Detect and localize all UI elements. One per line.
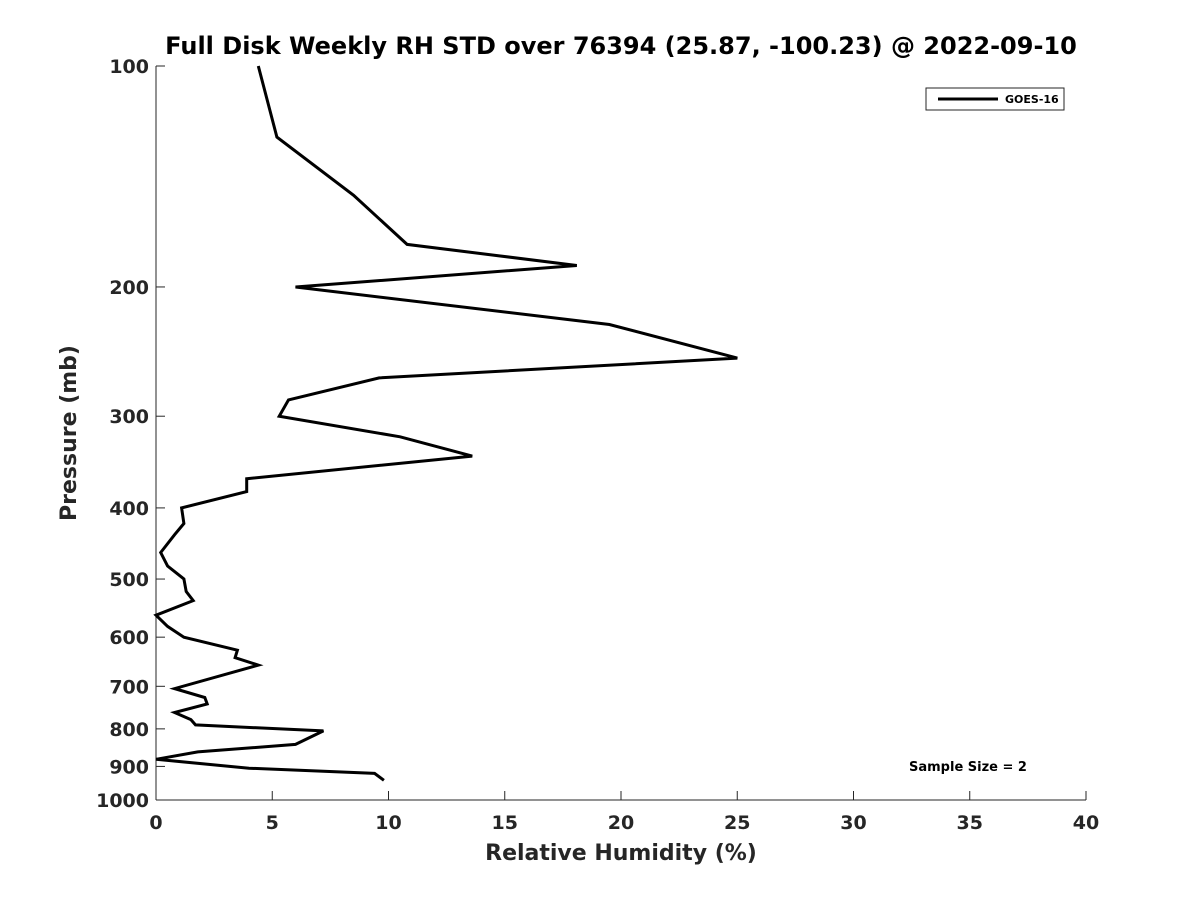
series-line-goes-16 [153, 65, 738, 782]
x-tick-label: 15 [492, 812, 518, 834]
x-tick-label: 10 [375, 812, 401, 834]
x-tick-label: 0 [149, 812, 162, 834]
y-axis-ticks: 100 200 300 400 500 600 700 800 900 1000 [96, 56, 165, 812]
y-tick-label: 1000 [96, 790, 149, 812]
x-axis-label: Relative Humidity (%) [485, 841, 757, 866]
x-axis-ticks: 0 5 10 15 20 25 30 35 40 [149, 791, 1099, 834]
x-tick-label: 30 [840, 812, 866, 834]
y-tick-label: 800 [109, 719, 149, 741]
x-tick-label: 20 [608, 812, 634, 834]
x-tick-label: 40 [1073, 812, 1099, 834]
legend-label-goes-16: GOES-16 [1005, 93, 1059, 106]
y-tick-label: 400 [109, 498, 149, 520]
sample-size-annotation: Sample Size = 2 [909, 760, 1027, 775]
y-tick-label: 100 [109, 56, 149, 78]
y-axis-label: Pressure (mb) [57, 345, 82, 521]
y-tick-label: 300 [109, 406, 149, 428]
y-tick-label: 700 [109, 676, 149, 698]
legend: GOES-16 [925, 87, 1065, 111]
y-tick-label: 900 [109, 756, 149, 778]
y-tick-label: 500 [109, 569, 149, 591]
x-tick-label: 35 [957, 812, 983, 834]
series-layer [153, 65, 738, 782]
x-tick-label: 25 [724, 812, 750, 834]
y-tick-label: 600 [109, 627, 149, 649]
chart-title: Full Disk Weekly RH STD over 76394 (25.8… [165, 32, 1077, 60]
x-tick-label: 5 [266, 812, 279, 834]
y-tick-label: 200 [109, 277, 149, 299]
